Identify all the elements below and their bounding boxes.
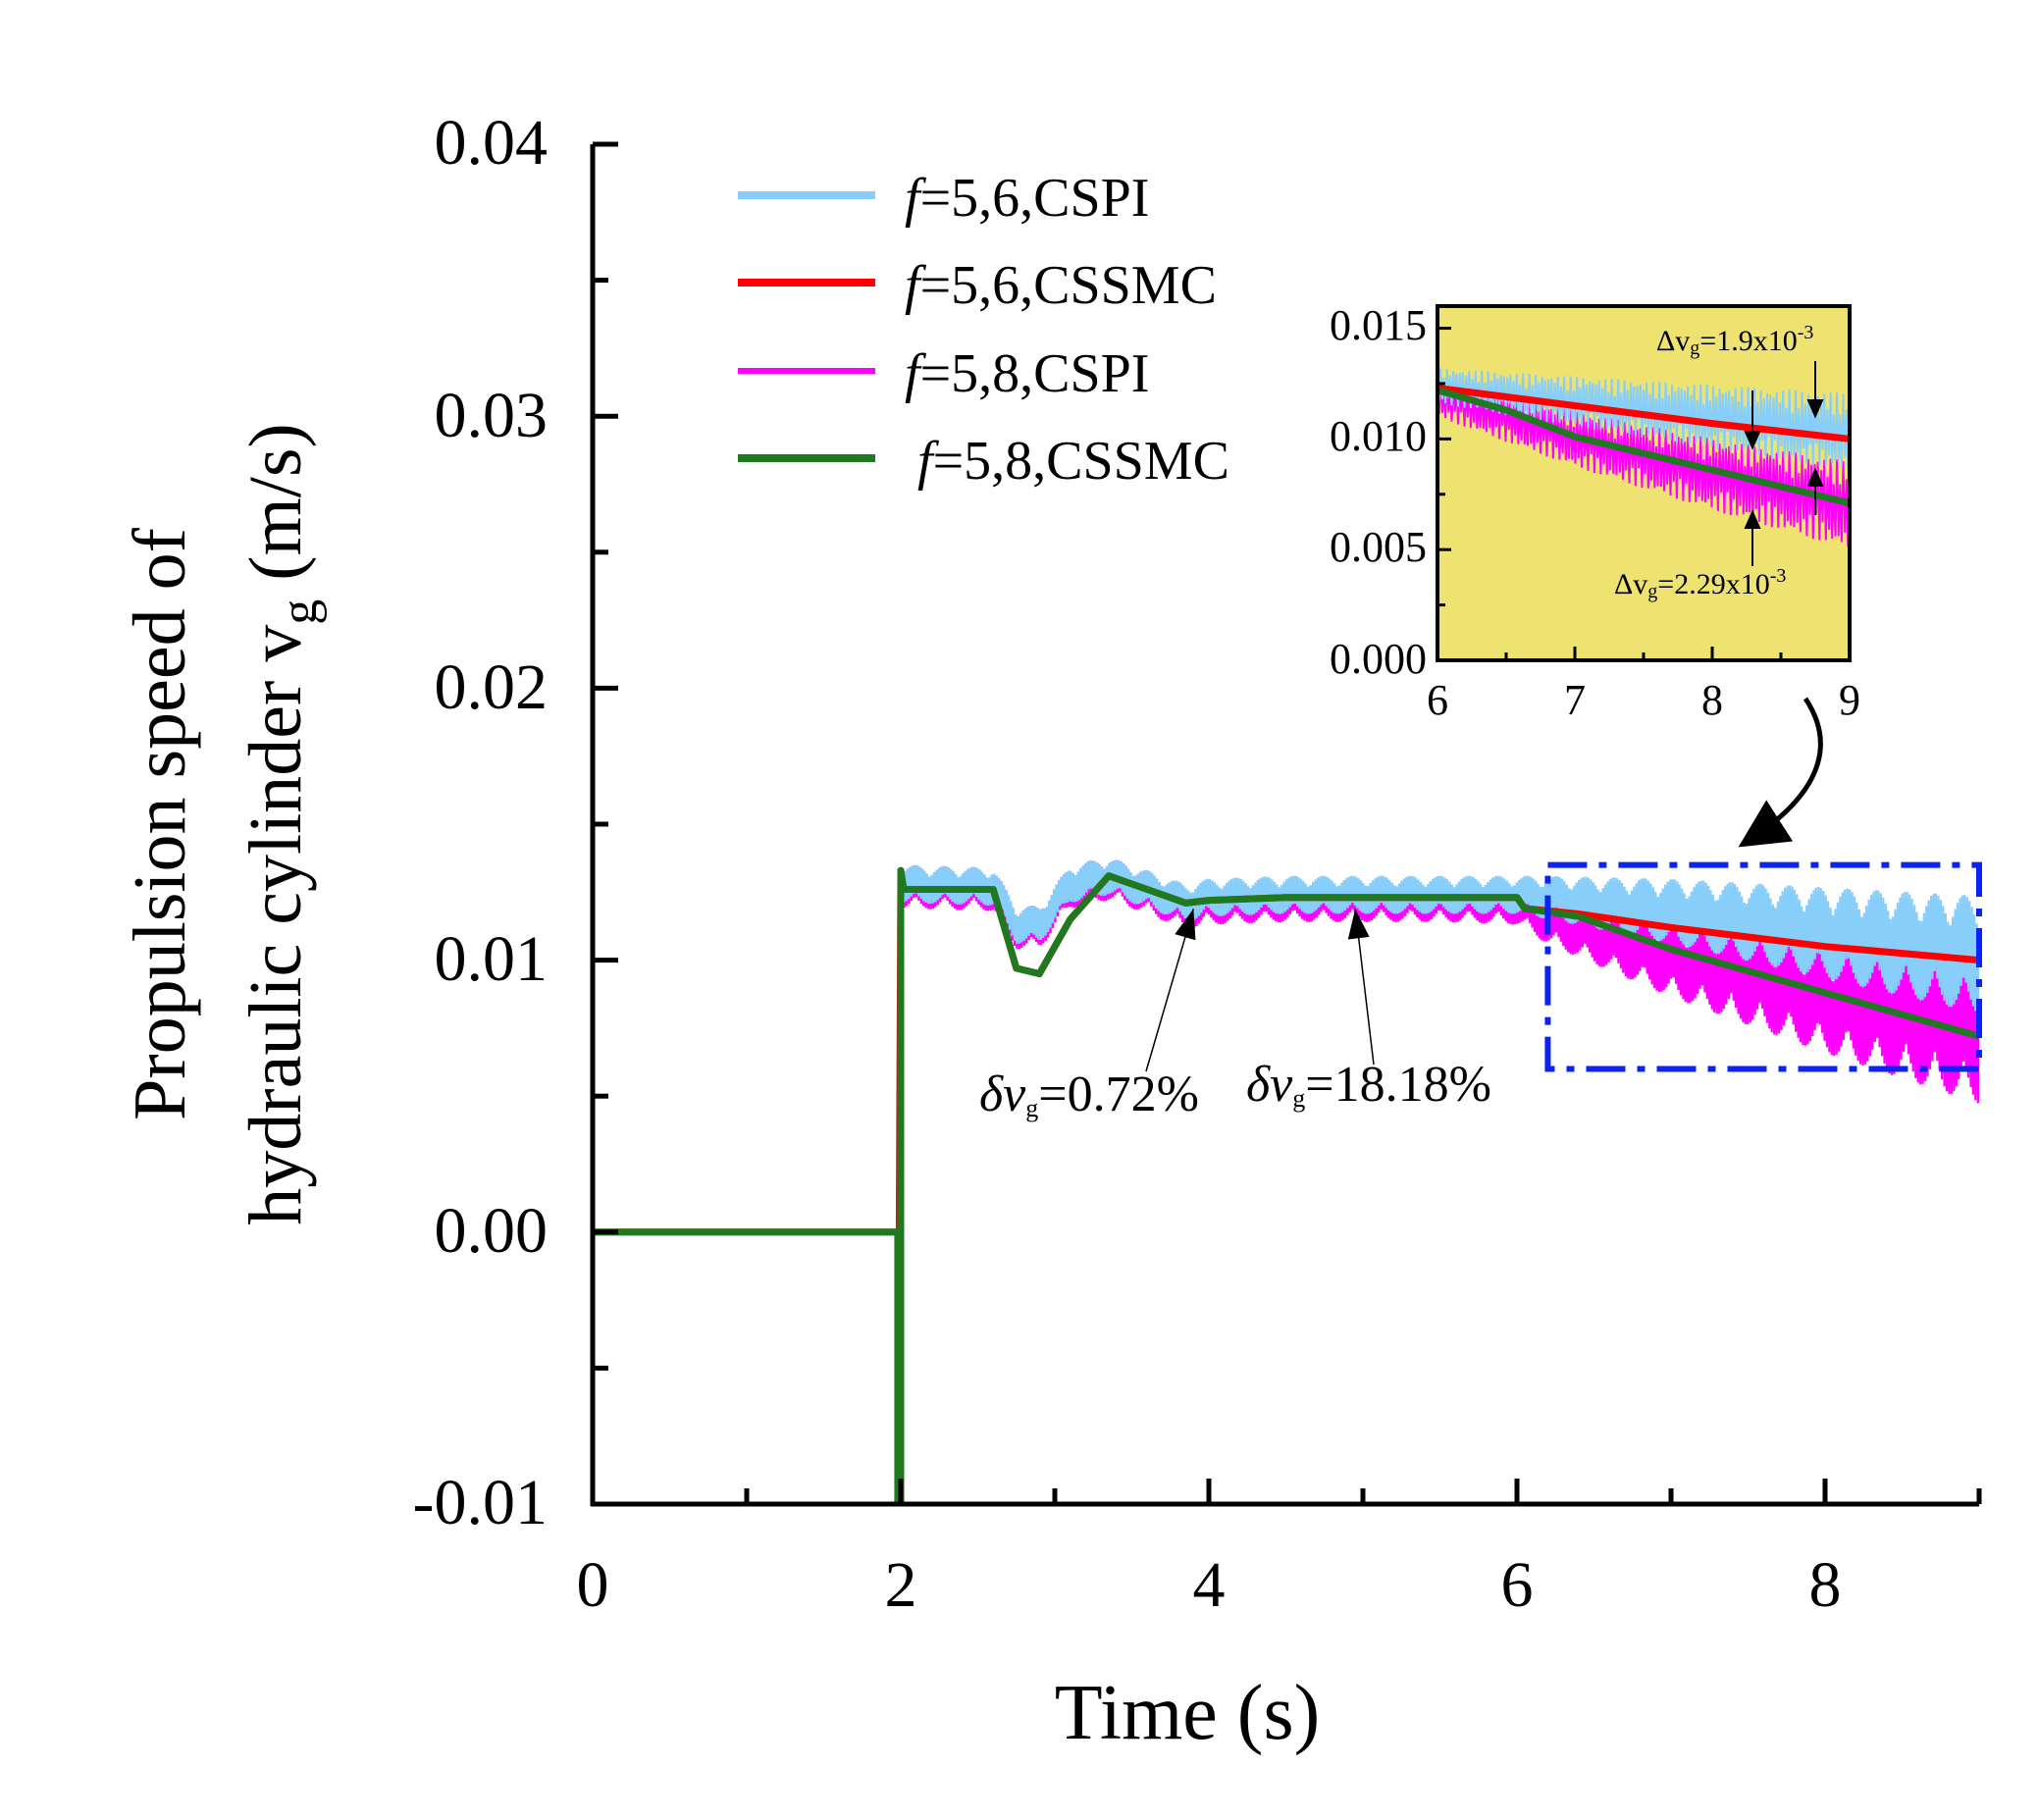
legend: f=5,6,CSPI f=5,6,CSSMC f=5,8,CSPI f=5,8,…: [738, 168, 1229, 492]
inset-arrowhead: [1744, 431, 1761, 450]
x-tick-labels: 0 2 4 6 8: [577, 1549, 1842, 1621]
legend-label-f56-cspi: f=5,6,CSPI: [905, 168, 1149, 229]
inset-annotation-bottom: Δvg=2.29x10-3: [1614, 565, 1786, 602]
inset-y-tick-label: 0.015: [1330, 301, 1427, 349]
inset-tick-marks: [1436, 327, 1852, 662]
inset-line-f58_cssmc: [1437, 387, 1850, 507]
main-tick-marks: [590, 141, 1982, 1507]
inset-plot: 0.015 0.010 0.005 0.000 6 7 8 9 Δvg=1.9x…: [1330, 301, 1860, 724]
y-tick-label: 0.01: [435, 923, 549, 995]
inset-x-tick-labels: 6 7 8 9: [1427, 676, 1860, 724]
inset-band-f58_cspi: [1437, 378, 1850, 547]
x-tick-label: 6: [1501, 1549, 1534, 1621]
inset-arrowhead: [1806, 399, 1824, 419]
inset-y-tick-label: 0.005: [1330, 523, 1427, 571]
inset-y-tick-label: 0.010: [1330, 412, 1427, 460]
y-axis-title-line2: hydraulic cylinder vg (m/s): [235, 423, 328, 1224]
inset-arrows: [1744, 361, 1824, 566]
inset-line-f56_cssmc: [1437, 385, 1850, 442]
annotation-label: δvg=18.18%: [1246, 1057, 1491, 1113]
series-line-f58_cssmc: [593, 866, 1979, 1506]
x-tick-label: 8: [1809, 1549, 1842, 1621]
y-tick-labels: 0.04 0.03 0.02 0.01 0.00 -0.01: [413, 107, 548, 1538]
x-tick-label: 2: [885, 1549, 917, 1621]
x-tick-label: 4: [1193, 1549, 1226, 1621]
y-axis-title-2: hydraulic cylinder vg (m/s): [235, 423, 328, 1224]
inset-x-tick-label: 6: [1427, 676, 1448, 724]
y-axis-title-line1: Propulsion speed of: [119, 527, 201, 1119]
x-tick-label: 0: [577, 1549, 609, 1621]
annotation-0-72: δvg=0.72%: [979, 909, 1199, 1122]
y-tick-label: -0.01: [413, 1467, 548, 1538]
inset-arrowhead: [1806, 467, 1824, 487]
series-band-f56_cspi: [899, 859, 1979, 1014]
inset-annotation-top: Δvg=1.9x10-3: [1656, 322, 1813, 359]
legend-label-f58-cssmc: f=5,8,CSSMC: [917, 431, 1229, 492]
inset-y-tick-labels: 0.015 0.010 0.005 0.000: [1330, 301, 1427, 683]
main-plot-series: [593, 859, 1979, 1506]
annotation-18-18: δvg=18.18%: [1246, 909, 1491, 1113]
annotation-arrowhead: [1175, 909, 1196, 941]
y-tick-label: 0.04: [435, 107, 549, 179]
x-axis-title: Time (s): [1055, 1670, 1320, 1756]
annotation-arrowhead: [1347, 909, 1370, 940]
y-tick-label: 0.03: [435, 380, 549, 451]
inset-series: [1437, 368, 1850, 547]
legend-label-f58-cspi: f=5,8,CSPI: [905, 343, 1149, 404]
inset-x-tick-label: 7: [1564, 676, 1586, 724]
y-tick-label: 0.02: [435, 651, 549, 723]
zoom-region-box: [1544, 861, 1983, 1072]
inset-callout-arrow: [1738, 697, 1823, 848]
inset-arrowhead: [1744, 509, 1761, 529]
legend-label-f56-cssmc: f=5,6,CSSMC: [905, 255, 1217, 316]
y-axis-title: Propulsion speed of: [119, 527, 201, 1119]
inset-y-tick-label: 0.000: [1330, 635, 1427, 683]
y-tick-label: 0.00: [435, 1195, 549, 1267]
inset-x-tick-label: 8: [1701, 676, 1723, 724]
inset-x-tick-label: 9: [1839, 676, 1860, 724]
annotation-label: δvg=0.72%: [979, 1066, 1199, 1122]
